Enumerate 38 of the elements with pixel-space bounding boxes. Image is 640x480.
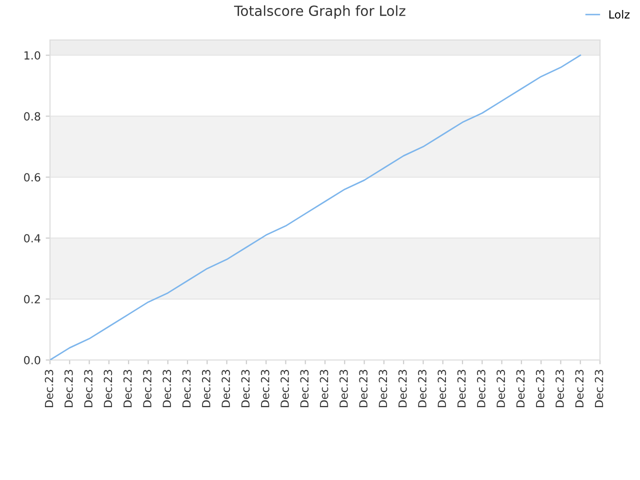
x-tick-label: Dec.23 bbox=[438, 370, 446, 408]
chart-title: Totalscore Graph for Lolz bbox=[234, 5, 406, 19]
x-tick-label: Dec.23 bbox=[575, 370, 584, 408]
y-tick-label: 0.4 bbox=[24, 234, 40, 242]
x-tick-label: Dec.23 bbox=[378, 370, 388, 408]
x-tick-label: Dec.23 bbox=[359, 370, 368, 408]
x-tick-label: Dec.23 bbox=[516, 370, 525, 408]
x-tick-label: Dec.23 bbox=[104, 370, 112, 408]
y-tick-label: 0.0 bbox=[24, 356, 40, 364]
x-tick-label: Dec.23 bbox=[300, 370, 309, 408]
x-tick-label: Dec.23 bbox=[64, 370, 73, 408]
y-tick-label: 0.2 bbox=[24, 295, 40, 304]
x-tick-label: Dec.23 bbox=[398, 370, 407, 408]
x-tick-label: Dec.23 bbox=[143, 370, 152, 408]
x-tick-label: Dec.23 bbox=[280, 370, 289, 408]
x-tick-label: Dec.23 bbox=[162, 370, 172, 408]
x-tick-label: Dec.23 bbox=[457, 370, 466, 408]
x-tick-label: Dec.23 bbox=[594, 370, 604, 408]
x-tick-label: Dec.23 bbox=[222, 370, 230, 408]
y-tick-label: 0.6 bbox=[24, 173, 40, 182]
x-tick-label: Dec.23 bbox=[202, 370, 210, 408]
x-tick-label: Dec.23 bbox=[44, 370, 54, 408]
y-tick-label: 0.8 bbox=[24, 112, 40, 121]
x-tick-label: Dec.23 bbox=[260, 370, 270, 408]
x-tick-label: Dec.23 bbox=[320, 370, 328, 408]
x-tick-label: Dec.23 bbox=[556, 370, 564, 408]
x-tick-label: Dec.23 bbox=[241, 370, 250, 408]
x-tick-label: Dec.23 bbox=[496, 370, 506, 408]
line-series bbox=[50, 54, 582, 360]
y-tick-label: 1.0 bbox=[24, 51, 40, 60]
x-tick-label: Dec.23 bbox=[536, 370, 544, 408]
x-tick-label: Dec.23 bbox=[476, 370, 486, 408]
legend-label: Lolz bbox=[609, 10, 630, 19]
x-tick-label: Dec.23 bbox=[182, 370, 191, 408]
x-tick-label: Dec.23 bbox=[339, 370, 348, 408]
x-tick-label: Dec.23 bbox=[123, 370, 132, 408]
x-tick-label: Dec.23 bbox=[418, 370, 426, 408]
x-tick-label: Dec.23 bbox=[84, 370, 93, 408]
